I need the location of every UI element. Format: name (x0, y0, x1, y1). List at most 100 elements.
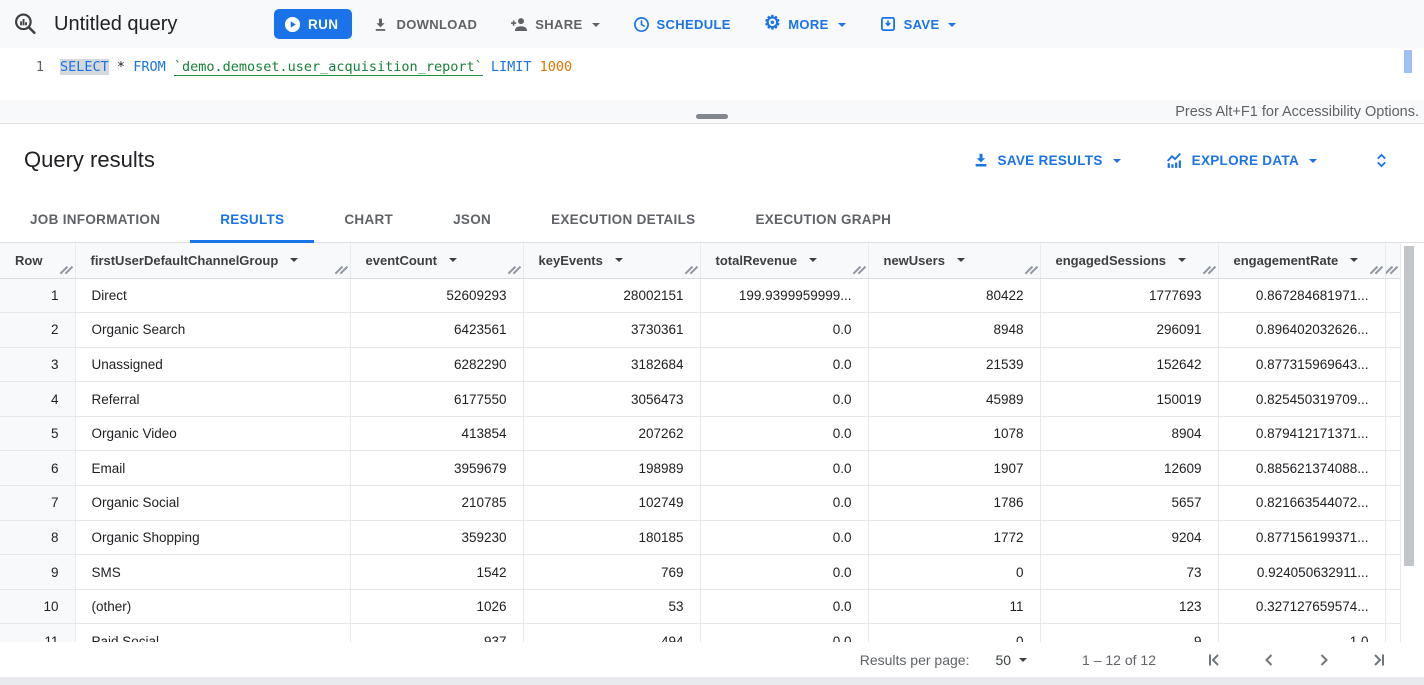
share-caret-icon (591, 22, 600, 31)
table-row: 8 Organic Shopping 359230 180185 0.0 1772 9204… (0, 520, 1401, 556)
cell-eventCount: 52609293 (350, 278, 524, 314)
column-header-engagedSessions[interactable]: engagedSessions (1040, 243, 1219, 279)
cell-engagedSessions: 5657 (1040, 485, 1219, 521)
save-button[interactable]: SAVE (879, 15, 957, 33)
cell-engagementRate: 1.0 (1218, 623, 1386, 642)
cell-Row: 9 (0, 554, 76, 590)
cell-filler (1385, 623, 1401, 642)
column-menu-caret-icon[interactable] (1178, 258, 1187, 266)
column-menu-caret-icon[interactable] (809, 258, 818, 266)
cell-Row: 7 (0, 485, 76, 521)
column-menu-caret-icon[interactable] (1350, 258, 1359, 266)
first-page-button[interactable] (1204, 650, 1224, 670)
cell-firstUserDefaultChannelGroup: Unassigned (75, 347, 351, 383)
sql-code-line[interactable]: SELECT * FROM `demo.demoset.user_acquisi… (60, 57, 572, 78)
cell-engagedSessions: 9 (1040, 623, 1219, 642)
chevron-right-icon (1314, 650, 1334, 670)
cell-firstUserDefaultChannelGroup: SMS (75, 554, 351, 590)
column-resize-handle-icon[interactable] (686, 265, 696, 275)
column-menu-caret-icon[interactable] (614, 258, 623, 266)
cell-firstUserDefaultChannelGroup: Organic Search (75, 312, 351, 348)
column-resize-handle-icon[interactable] (509, 265, 519, 275)
cell-newUsers: 1078 (868, 416, 1041, 452)
tab-job-information[interactable]: JOB INFORMATION (30, 212, 161, 227)
page-size-select[interactable]: 50 (995, 652, 1028, 668)
tab-results[interactable]: RESULTS (190, 196, 315, 243)
cell-firstUserDefaultChannelGroup: Email (75, 450, 351, 487)
expand-collapse-panel-button[interactable] (1373, 152, 1390, 169)
table-row: 1 Direct 52609293 28002151 199.9399959999...… (0, 278, 1401, 314)
person-add-icon (510, 15, 528, 33)
sql-token-table-link[interactable]: `demo.demoset.user_acquisition_report` (173, 59, 483, 76)
tab-json[interactable]: JSON (453, 212, 492, 227)
column-resize-handle-icon[interactable] (61, 265, 71, 275)
cell-keyEvents: 207262 (523, 416, 701, 452)
column-resize-handle-icon[interactable] (854, 265, 864, 275)
cell-firstUserDefaultChannelGroup: Referral (75, 381, 351, 417)
cell-totalRevenue: 0.0 (700, 520, 869, 556)
column-header-newUsers[interactable]: newUsers (868, 243, 1041, 279)
share-button[interactable]: SHARE (510, 15, 600, 33)
results-table-container: Row firstUserDefaultChannelGroup eventCoun… (0, 243, 1424, 642)
next-page-button[interactable] (1314, 650, 1334, 670)
cell-firstUserDefaultChannelGroup: (other) (75, 589, 351, 625)
table-scrollbar-thumb[interactable] (1404, 246, 1414, 566)
cell-eventCount: 210785 (350, 485, 524, 521)
column-resize-handle-icon[interactable] (1204, 265, 1214, 275)
cell-Row: 1 (0, 278, 76, 314)
cell-keyEvents: 3056473 (523, 381, 701, 417)
table-header-row: Row firstUserDefaultChannelGroup eventCoun… (0, 243, 1401, 279)
column-resize-handle-icon[interactable] (1386, 265, 1396, 275)
tab-execution-graph[interactable]: EXECUTION GRAPH (755, 212, 892, 227)
save-results-button[interactable]: SAVE RESULTS (972, 151, 1121, 169)
cell-engagedSessions: 1777693 (1040, 278, 1219, 314)
column-header-eventCount[interactable]: eventCount (350, 243, 524, 279)
column-menu-caret-icon[interactable] (290, 258, 299, 266)
table-row: 11 Paid Social 937 494 0.0 0 9 1.0 (0, 623, 1401, 642)
cell-newUsers: 45989 (868, 381, 1041, 417)
column-header-firstUserDefaultChannelGroup[interactable]: firstUserDefaultChannelGroup (75, 243, 351, 279)
run-button[interactable]: RUN (274, 9, 353, 39)
window-bottom-strip (0, 677, 1424, 685)
previous-page-button[interactable] (1259, 650, 1279, 670)
column-header-Row[interactable]: Row (0, 243, 76, 279)
panel-resize-handle[interactable] (696, 114, 728, 119)
column-resize-handle-icon[interactable] (1026, 265, 1036, 275)
table-row: 2 Organic Search 6423561 3730361 0.0 8948 2960… (0, 312, 1401, 348)
more-button[interactable]: ⚙ MORE (764, 14, 846, 33)
explore-data-caret-icon (1309, 158, 1317, 167)
last-page-button[interactable] (1369, 650, 1389, 670)
cell-Row: 6 (0, 450, 76, 487)
column-header-keyEvents[interactable]: keyEvents (523, 243, 701, 279)
cell-engagementRate: 0.896402032626... (1218, 312, 1386, 348)
cell-engagementRate: 0.867284681971... (1218, 278, 1386, 314)
cell-keyEvents: 3182684 (523, 347, 701, 383)
cell-keyEvents: 3730361 (523, 312, 701, 348)
download-button[interactable]: DOWNLOAD (372, 16, 477, 33)
column-header-label: keyEvents (538, 252, 603, 268)
sql-editor[interactable]: 1 SELECT * FROM `demo.demoset.user_acqui… (0, 48, 1424, 100)
explore-data-button[interactable]: EXPLORE DATA (1165, 151, 1317, 170)
editor-scrollbar-thumb[interactable] (1404, 50, 1412, 73)
cell-engagedSessions: 73 (1040, 554, 1219, 590)
column-resize-handle-icon[interactable] (1371, 265, 1381, 275)
tab-chart[interactable]: CHART (344, 212, 394, 227)
column-menu-caret-icon[interactable] (956, 258, 965, 266)
cell-keyEvents: 102749 (523, 485, 701, 521)
more-button-label: MORE (788, 16, 829, 32)
cell-engagedSessions: 12609 (1040, 450, 1219, 487)
cell-filler (1385, 416, 1401, 452)
schedule-button[interactable]: SCHEDULE (633, 16, 731, 33)
column-header-engagementRate[interactable]: engagementRate (1218, 243, 1386, 279)
tab-execution-details[interactable]: EXECUTION DETAILS (551, 212, 696, 227)
column-menu-caret-icon[interactable] (449, 258, 457, 266)
save-results-caret-icon (1112, 158, 1121, 167)
sql-token-number: 1000 (539, 59, 573, 75)
column-resize-handle-icon[interactable] (336, 265, 346, 275)
column-header-totalRevenue[interactable]: totalRevenue (700, 243, 869, 279)
cell-newUsers: 0 (868, 623, 1041, 642)
cell-totalRevenue: 0.0 (700, 312, 869, 348)
query-title: Untitled query (54, 12, 178, 35)
cell-engagementRate: 0.924050632911... (1218, 554, 1386, 590)
results-per-page-label: Results per page: (859, 651, 970, 668)
